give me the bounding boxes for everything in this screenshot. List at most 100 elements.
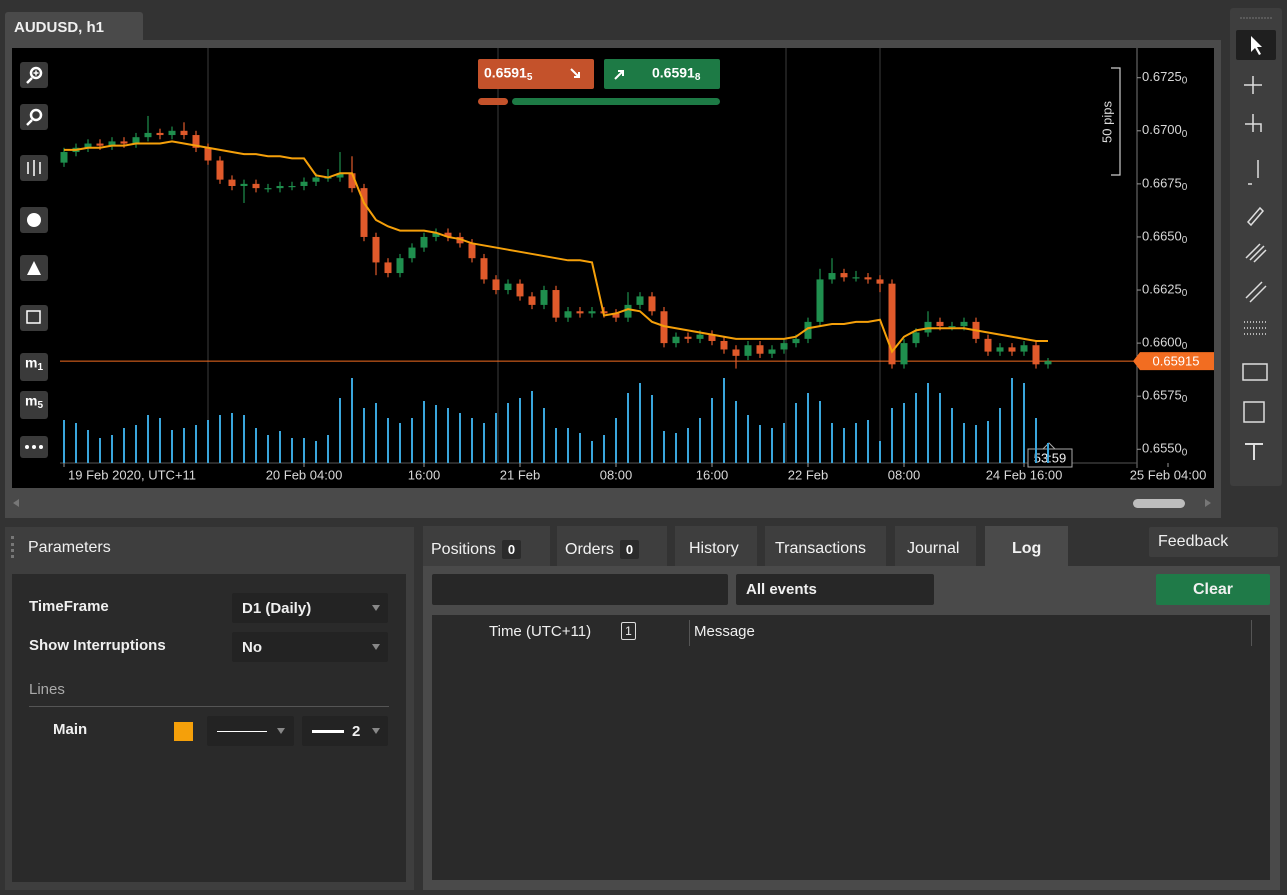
glyph: [39, 445, 43, 449]
timeframe-m1[interactable]: [20, 353, 48, 381]
chart-tab[interactable]: AUDUSD, h1: [5, 12, 143, 42]
crosshair-tool[interactable]: [1244, 76, 1262, 94]
tab[interactable]: History: [675, 526, 757, 566]
dropdown[interactable]: D1 (Daily): [232, 593, 388, 623]
candle-body: [264, 188, 272, 190]
glyph: [32, 445, 36, 449]
dropdown-value: D1 (Daily): [242, 600, 312, 617]
x-tick-label: 20 Feb 04:00: [266, 467, 343, 482]
buy-button[interactable]: [604, 59, 720, 89]
candle-body: [84, 143, 92, 148]
candle-body: [636, 296, 644, 305]
candle-body: [108, 141, 116, 146]
thickness-dropdown[interactable]: 2: [302, 716, 388, 746]
glyph: [27, 261, 41, 275]
candle-body: [876, 279, 884, 284]
scroll-left[interactable]: [13, 499, 19, 507]
chart-area: [12, 48, 1214, 488]
candle-body: [132, 137, 140, 144]
glyph: [26, 119, 33, 126]
scrollbar[interactable]: [5, 492, 1221, 514]
countdown: 53:59: [1034, 450, 1067, 465]
line-sample: [217, 731, 267, 732]
x-tick-label: 08:00: [888, 467, 921, 482]
color-swatch[interactable]: [174, 722, 193, 741]
column-header[interactable]: Message: [694, 623, 755, 640]
candle-body: [780, 343, 788, 350]
tab[interactable]: Transactions: [765, 526, 886, 566]
candle-body: [996, 347, 1004, 352]
vline-tool[interactable]: [1248, 160, 1259, 185]
grip: [11, 536, 14, 558]
channel-tool[interactable]: [1245, 281, 1267, 303]
tab-active[interactable]: Log: [985, 526, 1068, 566]
candle-body: [480, 258, 488, 280]
candle-body: [792, 338, 800, 344]
fib-levels-tool[interactable]: [1244, 321, 1266, 335]
candle-body: [204, 147, 212, 161]
x-tick-label: 16:00: [696, 467, 729, 482]
line-style-dropdown[interactable]: [207, 716, 294, 746]
pen-tool[interactable]: [1246, 206, 1265, 227]
glyph: [27, 213, 41, 227]
clear-button[interactable]: Clear: [1156, 574, 1270, 605]
candle-body: [1044, 361, 1052, 365]
candle-body: [552, 290, 560, 318]
candle-body: [732, 349, 740, 356]
tab-label: Transactions: [775, 540, 866, 557]
rectangle-tool[interactable]: [1242, 363, 1268, 381]
toolbar-glyphs: [25, 66, 43, 449]
zoom-out[interactable]: [20, 104, 48, 130]
pip-ruler: [1111, 67, 1121, 176]
tab[interactable]: Orders 0: [557, 526, 667, 566]
candle-body: [672, 336, 680, 344]
tab[interactable]: Positions 0: [423, 526, 550, 566]
candle-body: [276, 186, 284, 189]
filter-dropdown[interactable]: All events: [736, 574, 934, 605]
candle-body: [852, 277, 860, 279]
section-label: Lines: [29, 681, 65, 698]
candle-body: [156, 132, 164, 136]
candle-body: [1020, 345, 1028, 352]
candle-body: [192, 135, 200, 148]
buy-volume-bar: [512, 98, 720, 105]
fib-tool[interactable]: [1245, 243, 1267, 263]
candle-body: [648, 296, 656, 312]
square-tool[interactable]: [1243, 401, 1265, 423]
feedback-button[interactable]: Feedback: [1149, 527, 1278, 557]
candle-body: [612, 313, 620, 318]
countdown-box: [1027, 448, 1073, 468]
dropdown[interactable]: No: [232, 632, 388, 662]
tab-label: Positions: [431, 541, 496, 558]
sell-button[interactable]: [478, 59, 594, 89]
candle-body: [288, 186, 296, 188]
column-header[interactable]: Time (UTC+11): [489, 623, 592, 640]
candle-body: [504, 283, 512, 291]
settings[interactable]: [20, 305, 48, 331]
candle-body: [120, 141, 128, 144]
candle-body: [900, 343, 908, 365]
candle-body: [492, 279, 500, 291]
x-tick-label: 16:00: [408, 467, 441, 482]
tab[interactable]: Journal: [895, 526, 976, 566]
scroll-thumb[interactable]: [1133, 499, 1185, 508]
scroll-right[interactable]: [1205, 499, 1211, 507]
candle-body: [240, 183, 248, 186]
candle-body: [756, 345, 764, 354]
y-tick-label: 0.67250: [1142, 69, 1188, 86]
candle-body: [924, 321, 932, 333]
candle-body: [588, 311, 596, 314]
glyph: [26, 310, 41, 324]
text-tool[interactable]: [1245, 443, 1263, 460]
candle-body: [516, 283, 524, 297]
tool-glyphs: [1242, 76, 1268, 460]
timeframe-m5[interactable]: [20, 391, 48, 419]
ruler-label: 50 pips: [1099, 101, 1114, 143]
zoom-in[interactable]: [20, 62, 48, 88]
candle-body: [420, 236, 428, 248]
measure-tool[interactable]: [1245, 114, 1262, 132]
search-field[interactable]: [432, 574, 728, 605]
y-tick-label: 0.65750: [1142, 388, 1188, 405]
y-tick-label: 0.65500: [1142, 441, 1188, 458]
